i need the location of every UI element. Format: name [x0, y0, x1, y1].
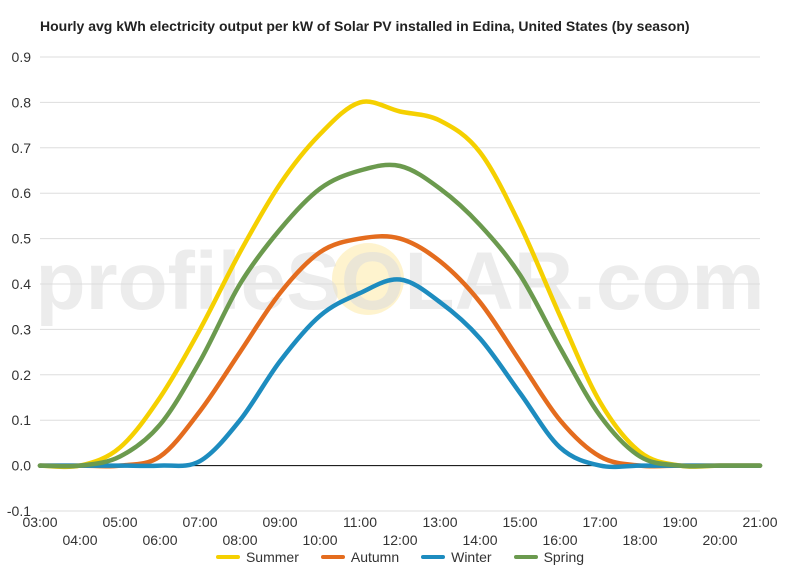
legend-label: Spring [543, 549, 585, 565]
x-tick-label: 03:00 [22, 514, 57, 530]
y-axis-ticks: -0.1 0.0 0.1 0.2 0.3 0.4 0.5 0.6 0.7 0.8 0.9 [7, 49, 31, 519]
legend-swatch [320, 555, 345, 559]
legend-label: Winter [451, 549, 492, 565]
series-line-summer [37, 99, 763, 470]
legend-item-winter[interactable]: Winter [421, 549, 492, 565]
series-line-winter [37, 277, 763, 470]
legend-swatch [421, 555, 446, 559]
y-tick-label: 0.4 [12, 276, 32, 292]
x-tick-label: 12:00 [382, 532, 417, 548]
legend-label: Summer [245, 549, 299, 565]
x-tick-label: 20:00 [702, 532, 737, 548]
x-tick-label: 13:00 [422, 514, 457, 530]
legend-item-spring[interactable]: Spring [513, 549, 585, 565]
series-lines [37, 99, 763, 470]
y-tick-label: 0.7 [12, 140, 32, 156]
x-tick-label: 07:00 [182, 514, 217, 530]
y-tick-label: 0.8 [12, 94, 32, 110]
x-tick-label: 15:00 [502, 514, 537, 530]
chart-title: Hourly avg kWh electricity output per kW… [40, 18, 690, 34]
series-line-spring [37, 162, 763, 469]
y-tick-label: 0.6 [12, 185, 32, 201]
y-tick-label: 0.1 [12, 412, 32, 428]
y-tick-label: 0.9 [12, 49, 32, 65]
x-tick-label: 10:00 [302, 532, 337, 548]
y-tick-label: 0.3 [12, 321, 32, 337]
y-tick-label: 0.2 [12, 367, 32, 383]
legend-swatch [513, 555, 538, 559]
y-tick-label: -0.1 [7, 503, 31, 519]
x-tick-label: 17:00 [582, 514, 617, 530]
chart-legend: Summer Autumn Winter Spring [0, 549, 800, 565]
x-tick-label: 04:00 [62, 532, 97, 548]
legend-item-autumn[interactable]: Autumn [320, 549, 400, 565]
x-tick-label: 19:00 [662, 514, 697, 530]
x-tick-label: 16:00 [542, 532, 577, 548]
x-axis-ticks: 03:00 04:00 05:00 06:00 07:00 08:00 09:00 10:00… [22, 514, 777, 548]
legend-label: Autumn [350, 549, 400, 565]
grid-lines [40, 56, 760, 512]
x-tick-label: 05:00 [102, 514, 137, 530]
legend-swatch [215, 555, 240, 559]
x-tick-label: 08:00 [222, 532, 257, 548]
y-tick-label: 0.0 [12, 458, 32, 474]
x-tick-label: 21:00 [742, 514, 777, 530]
legend-item-summer[interactable]: Summer [215, 549, 299, 565]
x-tick-label: 09:00 [262, 514, 297, 530]
x-tick-label: 11:00 [343, 514, 377, 530]
y-tick-label: 0.5 [12, 231, 32, 247]
x-tick-label: 06:00 [142, 532, 177, 548]
x-tick-label: 18:00 [622, 532, 657, 548]
x-tick-label: 14:00 [462, 532, 497, 548]
